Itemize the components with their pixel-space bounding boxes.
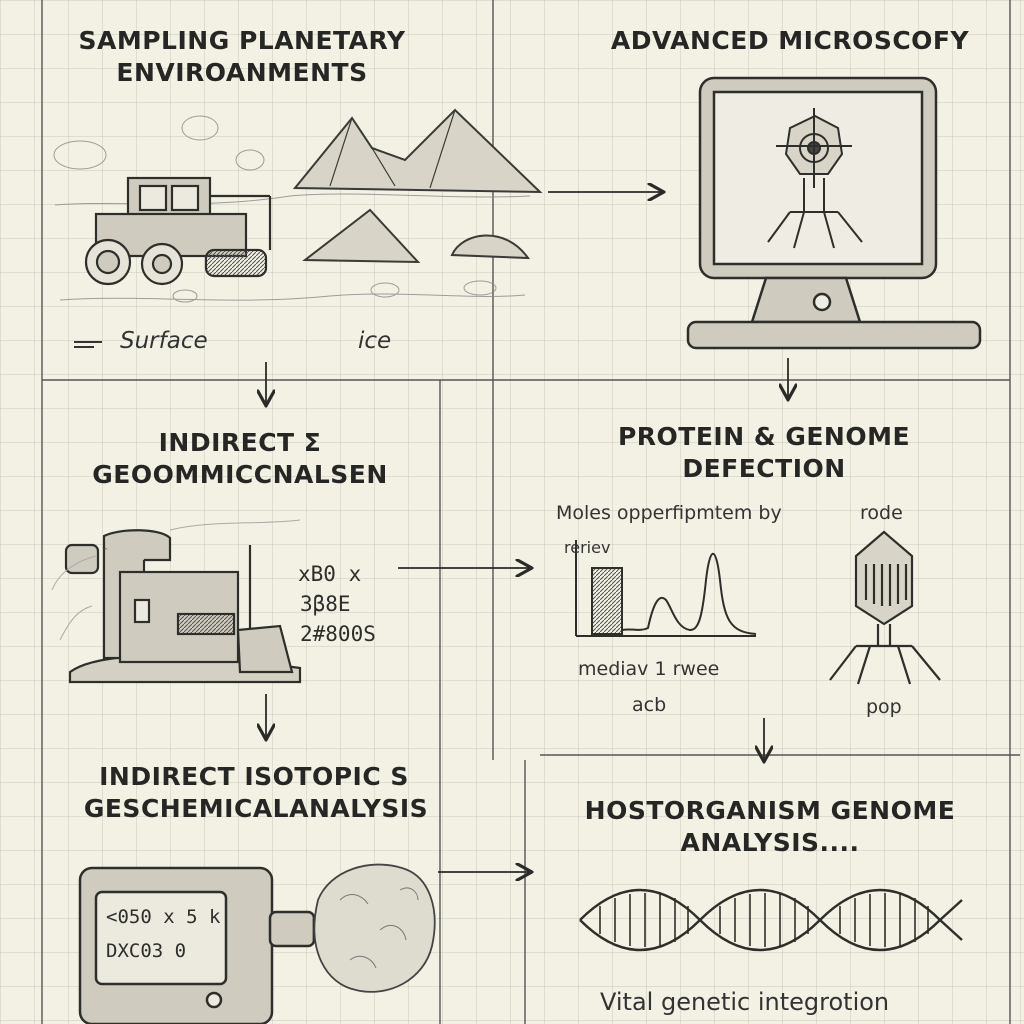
phage-top-label: rode [860, 502, 903, 524]
chart-xlabel: mediav 1 rwee [578, 658, 720, 680]
mountains-icon [292, 108, 543, 264]
dna-helix-icon [579, 888, 963, 952]
spectrum-chart-icon [575, 540, 757, 637]
chart-tag: reriev [564, 538, 611, 557]
isotope-device-icon [78, 866, 351, 1024]
smudge-marks [51, 519, 301, 641]
ground-texture [53, 115, 531, 303]
readout-line-1: xB0 x [298, 562, 362, 586]
host-title-line2: ANALYSIS.... [680, 828, 860, 857]
rover-icon [84, 176, 272, 286]
geochem-title-line2: GEOOMMICCNALSEN [92, 460, 388, 489]
chart-footer: acb [632, 694, 667, 716]
protein-title-line1: PROTEIN & GENOME [617, 422, 911, 451]
flow-arrows [266, 192, 788, 872]
panel-dividers [41, 0, 1020, 1024]
phage-bottom-label: pop [866, 696, 902, 718]
dash-marker-icon [74, 338, 104, 348]
isotopic-title-line2: GESCHEMICALANALYSIS [83, 794, 429, 823]
geochem-title-line1: INDIRECT Σ [158, 428, 322, 457]
microscopy-title: ADVANCED MICROSCOFY [610, 26, 970, 55]
label-ice: ice [358, 328, 392, 354]
microbe-icon [767, 108, 863, 249]
sampling-title-line2: ENVIROANMENTS [116, 58, 368, 87]
screen-line-1: <050 x 5 k [106, 906, 221, 928]
host-caption: Vital genetic integrotion [600, 988, 890, 1016]
readout-line-3: 2#800S [300, 622, 376, 646]
isotopic-title-line1: INDIRECT ISOTOPIC S [99, 762, 409, 791]
rock-sample-icon [313, 863, 436, 993]
host-title-line1: HOSTORGANISM GENOME [584, 796, 956, 825]
phage-icon [829, 530, 941, 685]
sampling-title-line1: SAMPLING PLANETARY [78, 26, 406, 55]
screen-line-2: DXC03 0 [106, 940, 187, 962]
label-surface: Surface [120, 328, 208, 354]
analyzer-machine-icon [64, 529, 302, 684]
chart-caption: Moles opperfipmtem by [556, 502, 782, 524]
protein-title-line2: DEFECTION [682, 454, 846, 483]
readout-line-2: 3β8E [300, 592, 351, 616]
